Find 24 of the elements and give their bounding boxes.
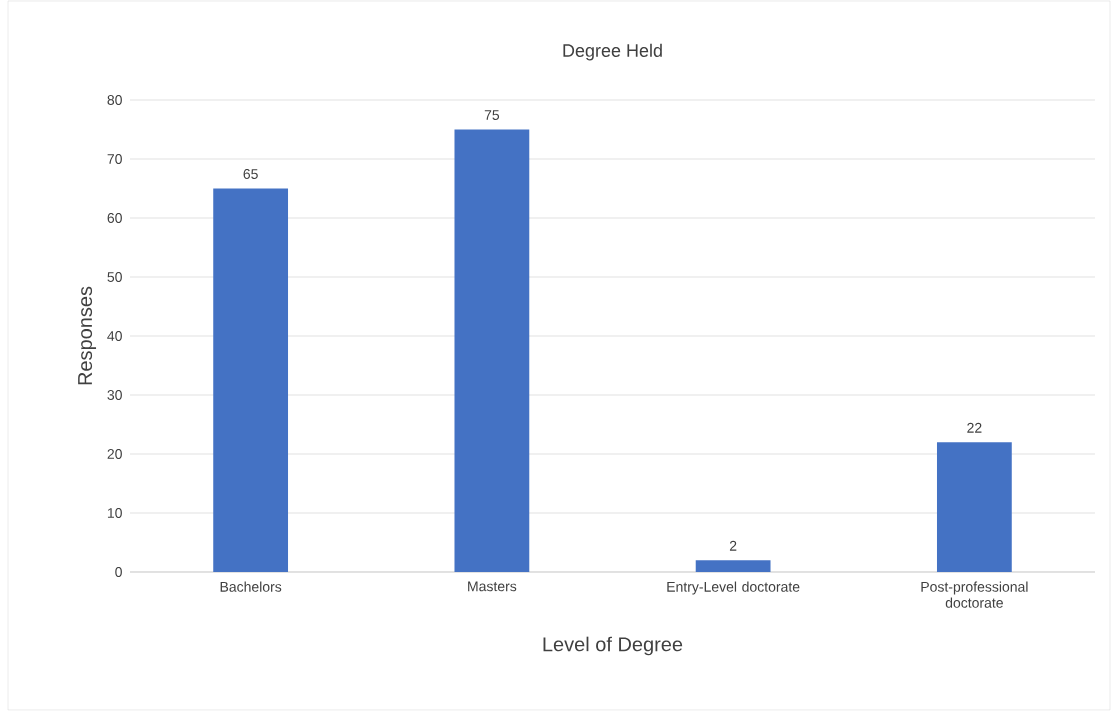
x-tick-label: Entry-Level doctorate [667, 581, 800, 595]
data-label: 75 [484, 110, 500, 120]
y-tick-label: 60 [107, 213, 122, 223]
y-tick-label: 80 [107, 95, 122, 105]
bar [936, 442, 1012, 572]
y-tick-label: 0 [115, 567, 122, 577]
data-label: 22 [967, 422, 982, 433]
y-tick-label: 40 [107, 331, 122, 341]
chart-title: Degree Held [563, 43, 662, 61]
data-label: 65 [243, 169, 258, 179]
y-tick-label: 70 [107, 154, 122, 164]
y-tick-label: 20 [107, 449, 122, 459]
y-tick-label: 50 [107, 272, 122, 282]
y-tick-label: 10 [107, 508, 122, 518]
bar [695, 560, 771, 572]
y-tick-label: 30 [107, 390, 122, 400]
x-tick-label: Masters [468, 581, 517, 592]
bar [213, 188, 289, 572]
data-label: 2 [729, 540, 737, 551]
x-tick-label: Post-professional doctorate [921, 581, 1028, 608]
bar [454, 129, 530, 572]
x-tick-label: Bachelors [220, 581, 282, 592]
y-axis-title: Responses [78, 286, 97, 385]
x-axis-title: Level of Degree [543, 636, 683, 656]
